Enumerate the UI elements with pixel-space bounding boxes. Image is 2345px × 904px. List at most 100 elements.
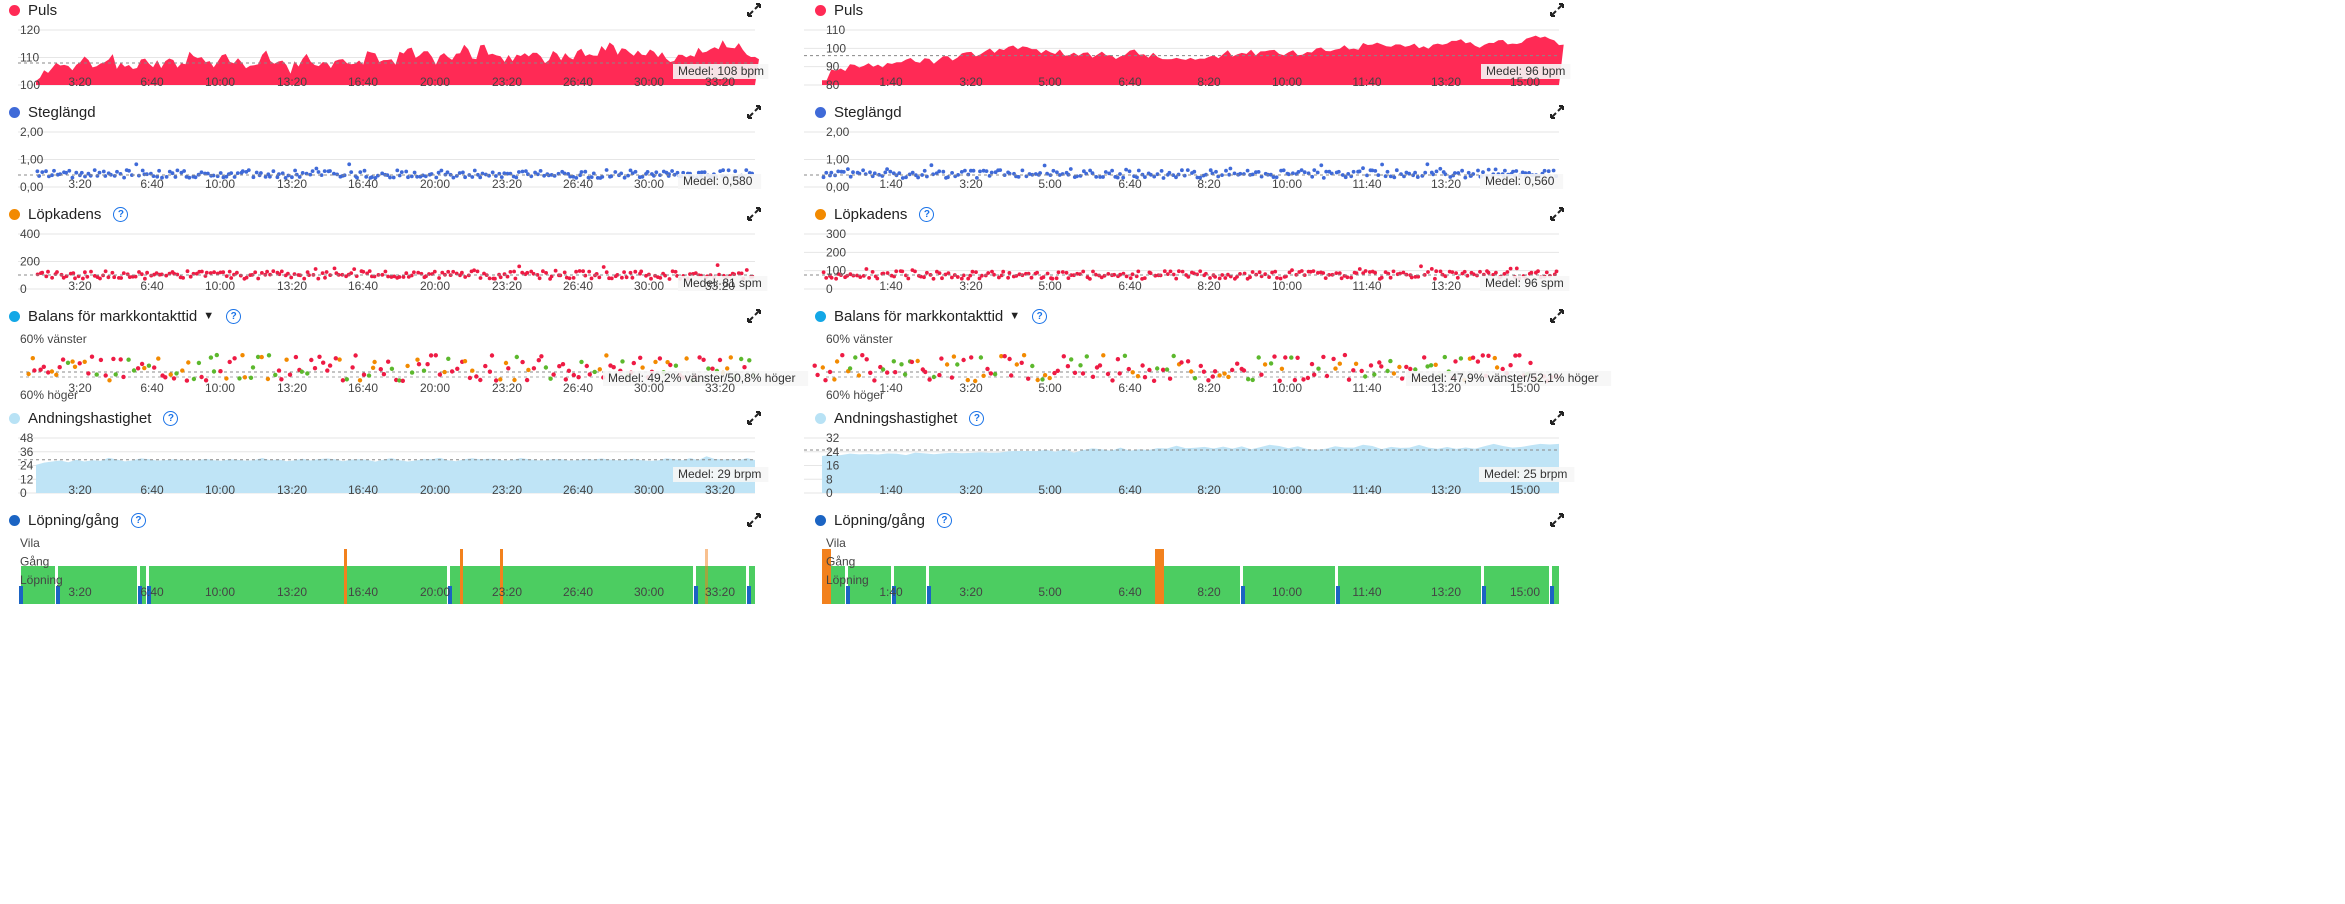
data-point — [999, 354, 1004, 359]
data-point — [428, 353, 434, 358]
data-point — [875, 276, 880, 281]
data-point — [321, 360, 326, 365]
data-point — [312, 366, 318, 371]
expand-icon[interactable] — [746, 104, 762, 120]
data-point — [1475, 359, 1481, 364]
data-point — [925, 270, 929, 275]
data-point — [725, 366, 730, 371]
expand-icon[interactable] — [1549, 308, 1565, 324]
help-icon[interactable]: ? — [919, 206, 935, 222]
data-point — [206, 171, 210, 176]
data-point — [913, 269, 917, 274]
data-point — [1388, 174, 1393, 179]
data-point — [946, 175, 950, 180]
data-point — [1416, 274, 1421, 279]
data-point — [388, 175, 392, 180]
data-point — [1455, 275, 1460, 280]
help-icon[interactable]: ? — [936, 512, 952, 528]
data-point — [944, 362, 950, 367]
data-point — [44, 169, 48, 174]
data-point — [1019, 360, 1024, 365]
expand-icon[interactable] — [746, 2, 762, 18]
y-tick-label: 0 — [826, 282, 833, 296]
data-point — [284, 357, 289, 362]
caret-down-icon[interactable]: ▼ — [203, 310, 215, 322]
y-tick-label: 1,00 — [20, 153, 44, 167]
expand-icon[interactable] — [746, 512, 762, 528]
data-point — [1174, 276, 1179, 281]
data-point — [184, 378, 190, 383]
data-point — [548, 376, 553, 381]
area-series — [822, 443, 1559, 493]
data-point — [955, 275, 960, 279]
expand-icon[interactable] — [1549, 410, 1565, 426]
data-point — [1259, 174, 1264, 179]
x-tick-label: 23:20 — [492, 177, 522, 191]
data-point — [620, 359, 625, 364]
help-icon[interactable]: ? — [969, 410, 985, 426]
data-point — [83, 174, 87, 179]
help-icon[interactable]: ? — [163, 410, 179, 426]
data-point — [229, 276, 234, 280]
data-point — [587, 372, 592, 377]
expand-icon[interactable] — [1549, 206, 1565, 222]
x-tick-label: 10:00 — [1272, 483, 1302, 497]
data-point — [1301, 377, 1306, 382]
expand-icon[interactable] — [746, 410, 762, 426]
data-point — [961, 273, 966, 278]
data-point — [1198, 269, 1203, 274]
help-icon[interactable]: ? — [1032, 308, 1048, 324]
expand-icon[interactable] — [1549, 512, 1565, 528]
x-tick-label: 23:20 — [492, 483, 522, 497]
data-point — [1038, 171, 1042, 175]
data-point — [1399, 376, 1405, 381]
data-point — [870, 270, 875, 274]
data-point — [1061, 354, 1066, 359]
data-point — [1177, 269, 1181, 274]
data-point — [302, 276, 307, 281]
help-icon[interactable]: ? — [113, 206, 129, 222]
data-point — [119, 276, 123, 280]
data-point — [1222, 371, 1227, 376]
data-point — [834, 276, 838, 281]
data-point — [439, 168, 444, 173]
expand-icon[interactable] — [746, 206, 762, 222]
data-point — [968, 273, 973, 278]
help-icon[interactable]: ? — [130, 512, 146, 528]
data-point — [361, 269, 366, 274]
caret-down-icon[interactable]: ▼ — [1009, 310, 1021, 322]
data-point — [476, 172, 480, 177]
panel-header: Löpning/gång? — [806, 510, 952, 530]
data-point — [328, 169, 332, 173]
expand-icon[interactable] — [1549, 104, 1565, 120]
data-point — [1312, 372, 1317, 377]
x-tick-label: 33:20 — [705, 75, 735, 89]
svg-text:Medel: 96 bpm: Medel: 96 bpm — [1486, 64, 1565, 78]
x-tick-label: 5:00 — [1038, 75, 1062, 89]
data-point — [597, 367, 602, 372]
x-tick-label: 10:00 — [205, 381, 235, 395]
data-point — [611, 365, 616, 370]
data-point — [742, 365, 747, 370]
data-point — [529, 269, 534, 274]
data-point — [923, 369, 928, 375]
data-point — [512, 377, 517, 383]
data-point — [70, 175, 75, 180]
data-point — [279, 377, 284, 382]
expand-icon[interactable] — [746, 308, 762, 324]
data-point — [1286, 172, 1291, 177]
expand-icon[interactable] — [1549, 2, 1565, 18]
data-point — [883, 170, 888, 175]
data-point — [1342, 352, 1348, 358]
x-tick-label: 6:40 — [140, 585, 164, 599]
x-tick-label: 13:20 — [1431, 585, 1461, 599]
help-icon[interactable]: ? — [226, 308, 242, 324]
data-point — [127, 275, 132, 279]
data-point — [744, 168, 749, 172]
data-point — [385, 173, 390, 177]
data-point — [824, 170, 829, 175]
data-point — [649, 276, 653, 281]
x-tick-label: 6:40 — [1118, 279, 1142, 293]
data-point — [1228, 166, 1233, 171]
data-point — [370, 365, 376, 370]
